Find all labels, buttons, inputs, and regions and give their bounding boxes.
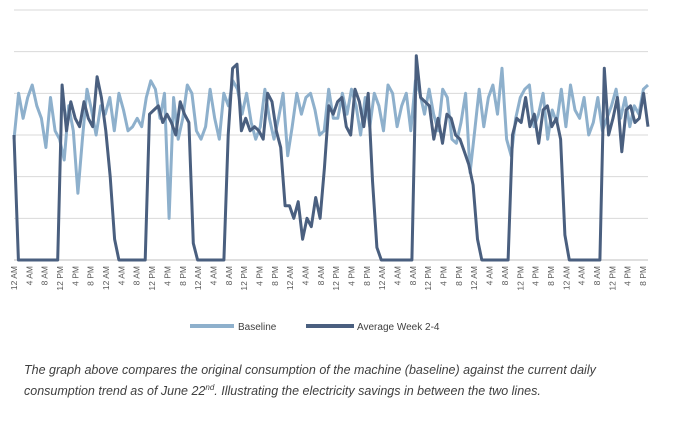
series-line-average-week-2-4 xyxy=(12,54,650,262)
x-tick-label: 8 PM xyxy=(546,266,556,286)
x-tick-label: 4 AM xyxy=(116,266,126,285)
x-tick-label: 8 AM xyxy=(40,266,50,285)
caption-text-2: . Illustrating the electricity savings i… xyxy=(214,384,541,399)
x-tick-label: 4 PM xyxy=(255,266,265,286)
x-tick-label: 12 AM xyxy=(377,266,387,290)
x-tick-label: 12 PM xyxy=(147,266,157,291)
x-tick-label: 12 PM xyxy=(55,266,65,291)
x-tick-label: 8 PM xyxy=(638,266,648,286)
x-tick-label: 4 AM xyxy=(24,266,34,285)
caption-superscript: nd xyxy=(205,383,215,392)
x-tick-label: 8 AM xyxy=(500,266,510,285)
x-tick-label: 4 AM xyxy=(485,266,495,285)
x-tick-label: 4 AM xyxy=(393,266,403,285)
x-tick-label: 4 PM xyxy=(162,266,172,286)
x-tick-label: 12 PM xyxy=(515,266,525,291)
x-tick-label: 4 PM xyxy=(70,266,80,286)
x-tick-label: 4 PM xyxy=(439,266,449,286)
series-line-baseline xyxy=(12,66,650,220)
legend: Baseline Average Week 2-4 xyxy=(190,322,440,333)
chart-caption: The graph above compares the original co… xyxy=(24,362,664,400)
legend-label-baseline: Baseline xyxy=(238,322,277,333)
x-tick-label: 12 AM xyxy=(469,266,479,290)
x-axis-tick-labels: 12 AM 4 AM 8 AM 12 PM 4 PM 8 PM 12 AM 4 AM 8 AM 1… xyxy=(9,266,648,291)
x-tick-label: 4 AM xyxy=(301,266,311,285)
x-tick-label: 12 PM xyxy=(607,266,617,291)
x-tick-label: 8 PM xyxy=(178,266,188,286)
x-tick-label: 4 PM xyxy=(531,266,541,286)
x-tick-label: 4 PM xyxy=(347,266,357,286)
x-tick-label: 4 AM xyxy=(208,266,218,285)
x-tick-label: 12 AM xyxy=(561,266,571,290)
x-tick-label: 8 PM xyxy=(362,266,372,286)
x-tick-label: 4 AM xyxy=(577,266,587,285)
x-tick-label: 8 AM xyxy=(592,266,602,285)
x-tick-label: 8 AM xyxy=(408,266,418,285)
caption-text-1: The graph above compares the original co… xyxy=(24,363,596,399)
x-tick-label: 8 AM xyxy=(224,266,234,285)
x-tick-label: 12 AM xyxy=(193,266,203,290)
x-tick-label: 8 AM xyxy=(316,266,326,285)
x-tick-label: 8 AM xyxy=(132,266,142,285)
legend-label-average: Average Week 2-4 xyxy=(357,322,440,333)
x-tick-label: 12 PM xyxy=(423,266,433,291)
x-tick-label: 12 AM xyxy=(285,266,295,290)
x-tick-label: 12 AM xyxy=(101,266,111,290)
x-tick-label: 8 PM xyxy=(270,266,280,286)
x-tick-label: 8 PM xyxy=(454,266,464,286)
x-tick-label: 12 PM xyxy=(239,266,249,291)
x-tick-label: 8 PM xyxy=(86,266,96,286)
series-lines xyxy=(12,54,650,262)
x-tick-label: 12 PM xyxy=(331,266,341,291)
gridlines xyxy=(14,9,648,261)
x-tick-label: 4 PM xyxy=(623,266,633,286)
x-tick-label: 12 AM xyxy=(9,266,19,290)
